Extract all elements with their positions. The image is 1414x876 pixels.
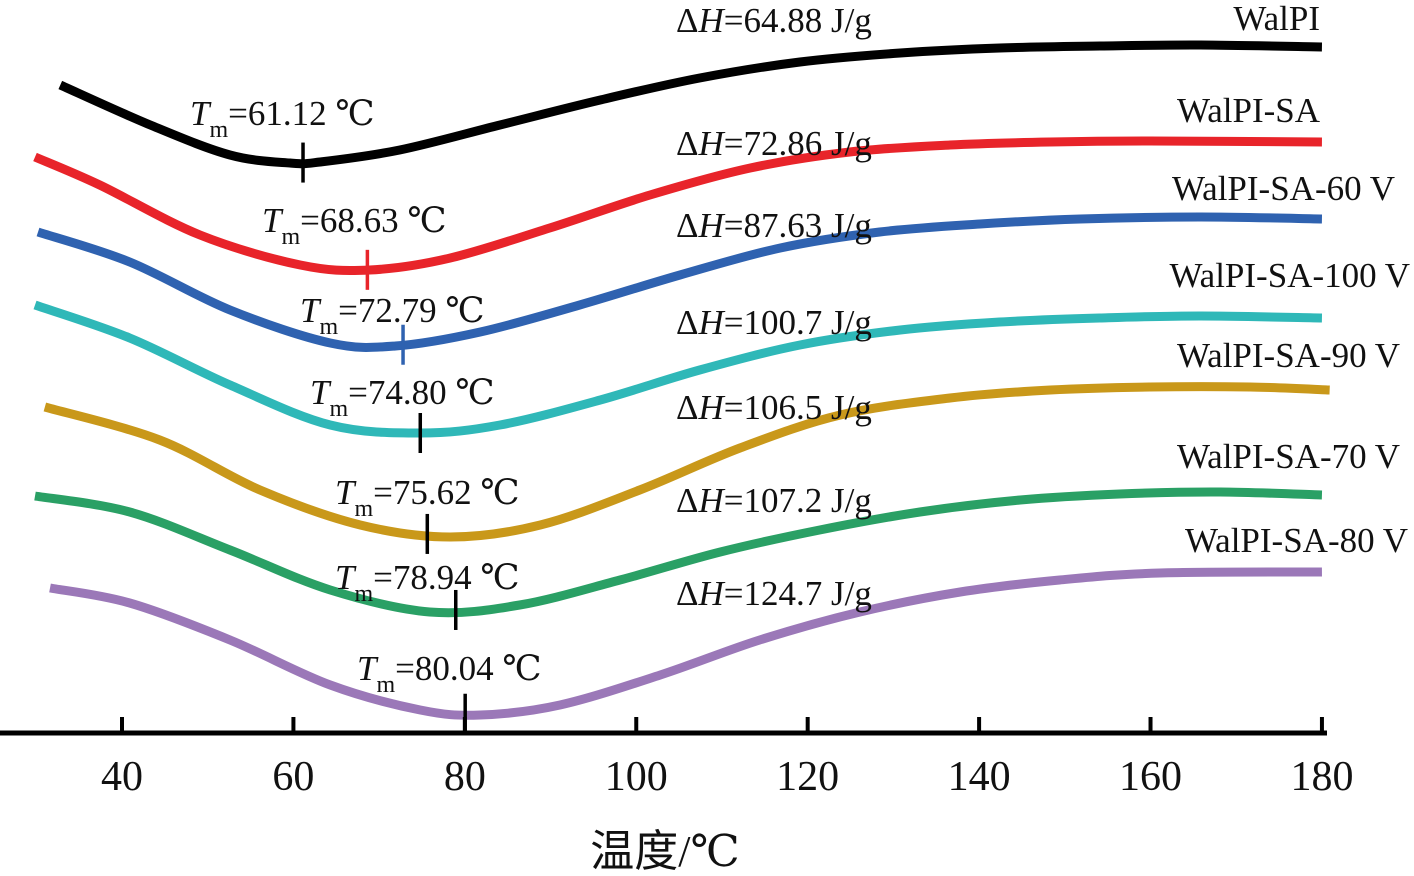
tm-subscript: m [319, 314, 338, 340]
delta-symbol: Δ [676, 481, 699, 520]
series-label: WalPI [1233, 0, 1320, 38]
tm-symbol: T [262, 201, 284, 240]
tm-value: =78.94 ℃ [373, 558, 519, 597]
series-line [34, 487, 1323, 618]
tm-value: =75.62 ℃ [373, 473, 519, 512]
tm-label: Tm=68.63 ℃ [262, 201, 447, 250]
tm-subscript: m [209, 117, 228, 143]
series-line [43, 382, 1330, 542]
tm-value: =80.04 ℃ [395, 649, 541, 688]
x-tick-label: 100 [605, 754, 668, 800]
enthalpy-value: =100.7 J/g [724, 303, 872, 342]
enthalpy-label: ΔH=72.86 J/g [676, 124, 872, 163]
enthalpy-value: =124.7 J/g [724, 574, 872, 613]
enthalpy-symbol: H [698, 206, 726, 245]
tm-symbol: T [310, 373, 332, 412]
delta-symbol: Δ [676, 124, 699, 163]
series-line [33, 300, 1323, 438]
enthalpy-symbol: H [698, 574, 726, 613]
series-label: WalPI-SA-60 V [1172, 169, 1395, 208]
tm-value: =61.12 ℃ [228, 94, 374, 133]
curves [33, 40, 1330, 720]
x-tick-label: 180 [1290, 754, 1353, 800]
tm-label: Tm=80.04 ℃ [357, 649, 542, 698]
tm-subscript: m [329, 396, 348, 422]
enthalpy-symbol: H [698, 303, 726, 342]
tm-label: Tm=75.62 ℃ [335, 473, 520, 522]
x-axis-title: 温度/℃ [590, 827, 739, 876]
x-tick-label: 140 [948, 754, 1011, 800]
tm-subscript: m [354, 496, 373, 522]
delta-symbol: Δ [676, 1, 699, 40]
series-label: WalPI-SA [1177, 91, 1321, 130]
delta-symbol: Δ [676, 388, 699, 427]
x-tick-label: 120 [776, 754, 839, 800]
series-label: WalPI-SA-90 V [1177, 336, 1400, 375]
tm-label: Tm=78.94 ℃ [335, 558, 520, 607]
enthalpy-symbol: H [698, 388, 726, 427]
tm-value: =68.63 ℃ [300, 201, 446, 240]
delta-symbol: Δ [676, 303, 699, 342]
enthalpy-label: ΔH=107.2 J/g [676, 481, 872, 520]
tm-label: Tm=61.12 ℃ [190, 94, 375, 143]
series-label: WalPI-SA-70 V [1177, 437, 1400, 476]
series-line [36, 212, 1323, 352]
tm-symbol: T [300, 291, 322, 330]
delta-symbol: Δ [676, 574, 699, 613]
tm-subscript: m [376, 672, 395, 698]
series-line [58, 40, 1323, 169]
enthalpy-value: =87.63 J/g [724, 206, 872, 245]
tm-symbol: T [335, 473, 357, 512]
x-tick-label: 80 [444, 754, 486, 800]
enthalpy-label: ΔH=87.63 J/g [676, 206, 872, 245]
enthalpy-label: ΔH=64.88 J/g [676, 1, 872, 40]
delta-symbol: Δ [676, 206, 699, 245]
enthalpy-value: =107.2 J/g [724, 481, 872, 520]
tm-subscript: m [281, 224, 300, 250]
enthalpy-symbol: H [698, 1, 726, 40]
tm-symbol: T [357, 649, 379, 688]
series-label: WalPI-SA-80 V [1185, 521, 1408, 560]
tm-label: Tm=72.79 ℃ [300, 291, 485, 340]
enthalpy-value: =72.86 J/g [724, 124, 872, 163]
enthalpy-label: ΔH=100.7 J/g [676, 303, 872, 342]
tm-symbol: T [335, 558, 357, 597]
x-tick-label: 160 [1119, 754, 1182, 800]
tm-symbol: T [190, 94, 212, 133]
enthalpy-symbol: H [698, 481, 726, 520]
tm-label: Tm=74.80 ℃ [310, 373, 495, 422]
series-line [33, 136, 1322, 276]
series-line [49, 567, 1322, 720]
x-tick-label: 40 [101, 754, 143, 800]
tm-value: =74.80 ℃ [348, 373, 494, 412]
tm-subscript: m [354, 581, 373, 607]
x-axis: 40 60 80 100 120 140 160 180 [0, 717, 1353, 800]
enthalpy-symbol: H [698, 124, 726, 163]
x-tick-label: 60 [272, 754, 314, 800]
enthalpy-value: =106.5 J/g [724, 388, 872, 427]
tm-value: =72.79 ℃ [338, 291, 484, 330]
enthalpy-label: ΔH=124.7 J/g [676, 574, 872, 613]
series-label: WalPI-SA-100 V [1169, 256, 1410, 295]
enthalpy-label: ΔH=106.5 J/g [676, 388, 872, 427]
enthalpy-value: =64.88 J/g [724, 1, 872, 40]
